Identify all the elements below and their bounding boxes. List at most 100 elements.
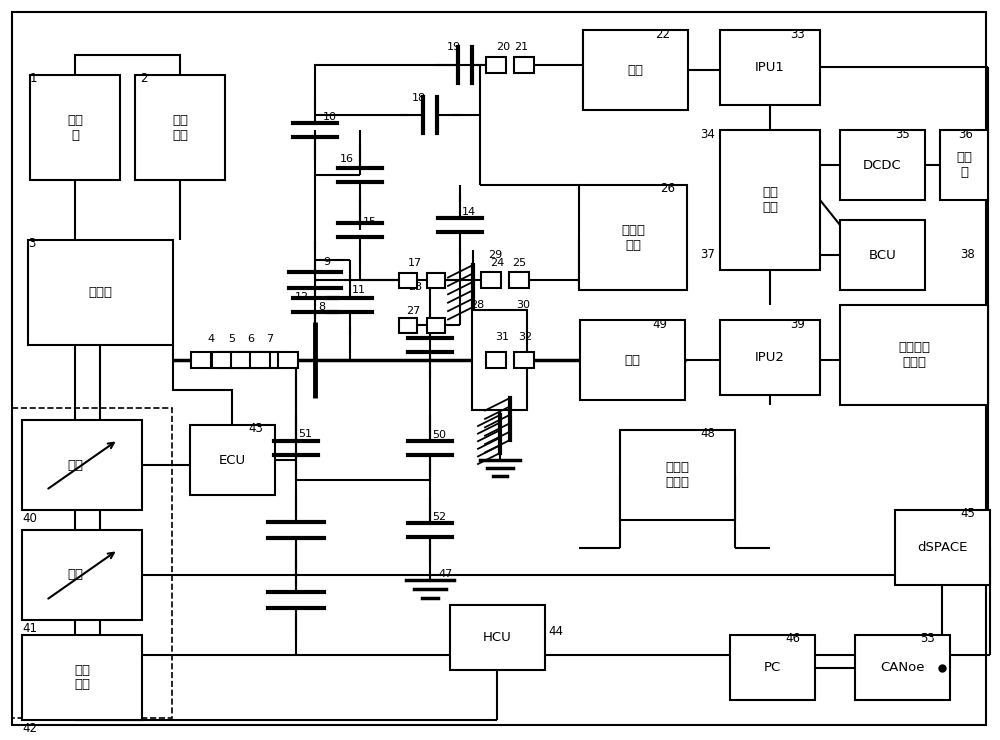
- Text: 光烟
度计: 光烟 度计: [172, 113, 188, 141]
- Text: 4: 4: [207, 334, 214, 344]
- Text: 20: 20: [496, 42, 510, 52]
- Text: 电力测
功机: 电力测 功机: [621, 223, 645, 252]
- Bar: [720, 130, 820, 270]
- Text: 40: 40: [22, 512, 37, 525]
- Text: 26: 26: [660, 182, 675, 195]
- Text: 28: 28: [470, 300, 484, 310]
- Text: 43: 43: [248, 422, 263, 435]
- Text: 25: 25: [512, 258, 526, 268]
- Text: 21: 21: [514, 42, 528, 52]
- Text: IPU2: IPU2: [755, 351, 785, 364]
- Bar: [240, 352, 260, 368]
- Text: 24: 24: [490, 258, 504, 268]
- Text: 动力
电池: 动力 电池: [762, 186, 778, 214]
- Text: CANoe: CANoe: [880, 661, 925, 674]
- Text: 31: 31: [495, 332, 509, 342]
- Bar: [30, 75, 120, 180]
- Bar: [579, 185, 687, 290]
- Text: 3: 3: [28, 237, 35, 250]
- Text: 7: 7: [266, 334, 273, 344]
- Text: 36: 36: [958, 128, 973, 141]
- Bar: [855, 635, 950, 700]
- Text: 33: 33: [790, 28, 805, 41]
- Text: 1: 1: [30, 72, 38, 85]
- Text: 18: 18: [412, 93, 426, 103]
- Bar: [940, 130, 988, 200]
- Bar: [399, 317, 417, 332]
- Text: 53: 53: [920, 632, 935, 645]
- Bar: [135, 75, 225, 180]
- Text: 44: 44: [548, 625, 563, 638]
- Text: 5: 5: [228, 334, 235, 344]
- Text: PC: PC: [764, 661, 781, 674]
- Bar: [450, 605, 545, 670]
- Text: 35: 35: [895, 128, 910, 141]
- Text: 51: 51: [298, 429, 312, 439]
- Text: 钥匙
总成: 钥匙 总成: [74, 664, 90, 691]
- Text: DCDC: DCDC: [863, 158, 902, 172]
- Bar: [481, 272, 501, 288]
- Text: 17: 17: [408, 258, 422, 268]
- Text: 测功机控
制系统: 测功机控 制系统: [898, 341, 930, 369]
- Bar: [486, 352, 506, 368]
- Bar: [278, 352, 298, 368]
- Bar: [486, 57, 506, 73]
- Text: 12: 12: [295, 292, 309, 302]
- Bar: [191, 352, 211, 368]
- Bar: [895, 510, 990, 585]
- Text: 34: 34: [700, 128, 715, 141]
- Bar: [720, 320, 820, 395]
- Text: 2: 2: [140, 72, 148, 85]
- Text: 22: 22: [655, 28, 670, 41]
- Text: 47: 47: [438, 569, 452, 579]
- Bar: [620, 430, 735, 520]
- Text: 46: 46: [785, 632, 800, 645]
- Bar: [514, 57, 534, 73]
- Text: 10: 10: [323, 112, 337, 122]
- Text: 42: 42: [22, 722, 37, 735]
- Bar: [190, 425, 275, 495]
- Bar: [259, 352, 279, 368]
- Bar: [472, 310, 527, 410]
- Bar: [509, 272, 529, 288]
- Text: 37: 37: [700, 248, 715, 261]
- Text: 27: 27: [406, 306, 420, 316]
- Text: 30: 30: [516, 300, 530, 310]
- Text: 电机: 电机: [628, 64, 644, 76]
- Text: 发动机: 发动机: [89, 286, 113, 299]
- Bar: [28, 240, 173, 345]
- Text: 32: 32: [518, 332, 532, 342]
- Bar: [22, 420, 142, 510]
- Text: 13: 13: [432, 324, 446, 334]
- Bar: [12, 408, 172, 718]
- Text: 38: 38: [960, 248, 975, 261]
- Text: 蓄电
池: 蓄电 池: [956, 151, 972, 179]
- Text: ECU: ECU: [219, 454, 246, 466]
- Text: 50: 50: [432, 430, 446, 440]
- Text: 52: 52: [432, 512, 446, 522]
- Text: 6: 6: [247, 334, 254, 344]
- Text: 11: 11: [352, 285, 366, 295]
- Text: IPU1: IPU1: [755, 61, 785, 74]
- Text: 29: 29: [488, 250, 502, 260]
- Text: 8: 8: [318, 302, 325, 312]
- Text: 41: 41: [22, 622, 37, 635]
- Text: 19: 19: [447, 42, 461, 52]
- Bar: [840, 220, 925, 290]
- Text: BCU: BCU: [869, 249, 896, 261]
- Text: HCU: HCU: [483, 631, 512, 644]
- Bar: [427, 317, 445, 332]
- Bar: [514, 352, 534, 368]
- Bar: [22, 530, 142, 620]
- Text: 16: 16: [340, 154, 354, 164]
- Bar: [730, 635, 815, 700]
- Bar: [219, 352, 239, 368]
- Bar: [720, 30, 820, 105]
- Text: 14: 14: [462, 207, 476, 217]
- Text: 39: 39: [790, 318, 805, 331]
- Text: 45: 45: [960, 507, 975, 520]
- Text: 15: 15: [363, 217, 377, 227]
- Text: 加速: 加速: [68, 459, 84, 471]
- Bar: [250, 352, 270, 368]
- Text: 紧急关
闭装置: 紧急关 闭装置: [666, 461, 690, 489]
